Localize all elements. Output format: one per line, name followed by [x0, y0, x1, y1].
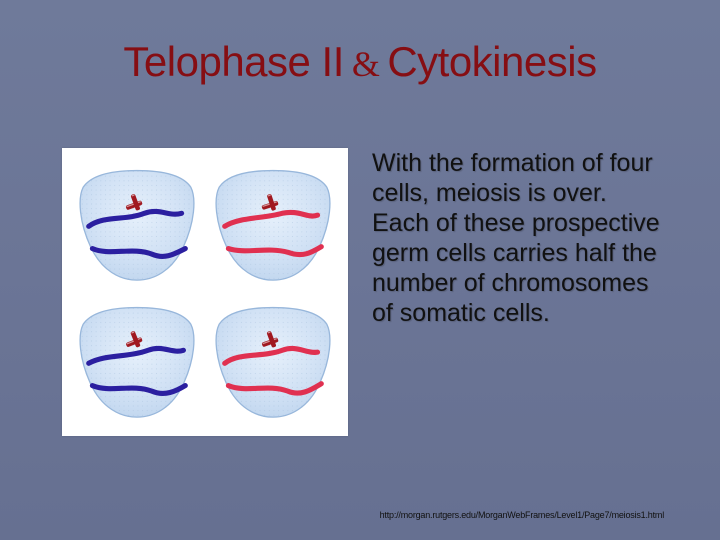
cell-bottom-left: [72, 295, 202, 426]
title-part-2: Cytokinesis: [387, 38, 596, 85]
content-row: With the formation of four cells, meiosi…: [62, 148, 666, 436]
cell-top-left: [72, 158, 202, 289]
slide-title: Telophase II & Cytokinesis: [0, 38, 720, 86]
meiosis-diagram: [62, 148, 348, 436]
title-part-1: Telophase II: [123, 38, 344, 85]
cell-bottom-right: [208, 295, 338, 426]
cell-top-right: [208, 158, 338, 289]
body-text: With the formation of four cells, meiosi…: [372, 148, 666, 328]
citation-text: http://morgan.rutgers.edu/MorganWebFrame…: [380, 510, 664, 520]
title-ampersand: &: [348, 44, 384, 84]
slide: Telophase II & Cytokinesis With the form…: [0, 0, 720, 540]
